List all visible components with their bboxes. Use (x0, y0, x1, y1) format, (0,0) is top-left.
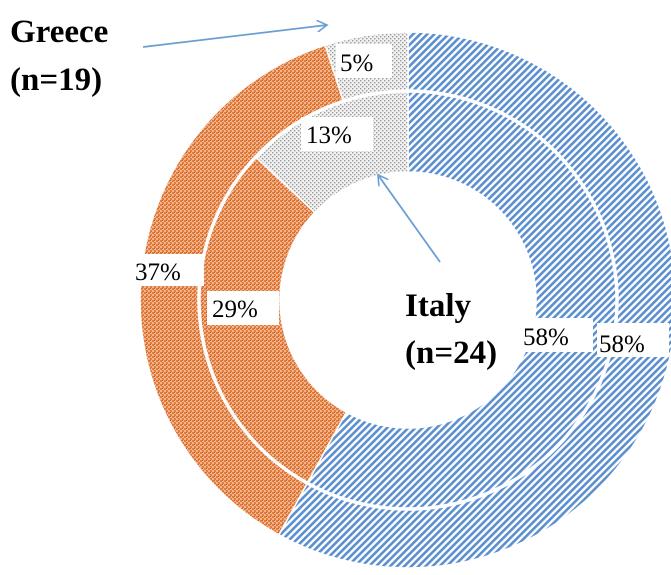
outer-ring-slice-0 (277, 31, 671, 569)
inner-ring-slice-0 (306, 91, 617, 509)
label-bg (597, 323, 669, 357)
label-bg (301, 117, 373, 151)
italy-pointer-arrow (378, 175, 441, 263)
outer-ring-slice-1 (139, 44, 345, 536)
label-bg (207, 291, 279, 325)
donut-slices (139, 31, 671, 569)
italy-other-label: 13% (306, 122, 352, 149)
label-bg (132, 254, 204, 286)
italy-series-count: (n=24) (405, 335, 497, 371)
greece-blue-label: 58% (599, 331, 645, 358)
italy-series-title: Italy (405, 288, 472, 324)
label-bg (521, 318, 593, 352)
greece-other-label: 5% (340, 50, 373, 77)
greece-orange-label: 37% (135, 259, 181, 286)
greece-series-count: (n=19) (10, 62, 102, 98)
italy-blue-label: 58% (523, 324, 569, 351)
greece-series-title: Greece (10, 14, 108, 50)
label-bg (336, 44, 392, 78)
italy-orange-label: 29% (212, 296, 258, 323)
greece-pointer-arrow (142, 25, 327, 48)
